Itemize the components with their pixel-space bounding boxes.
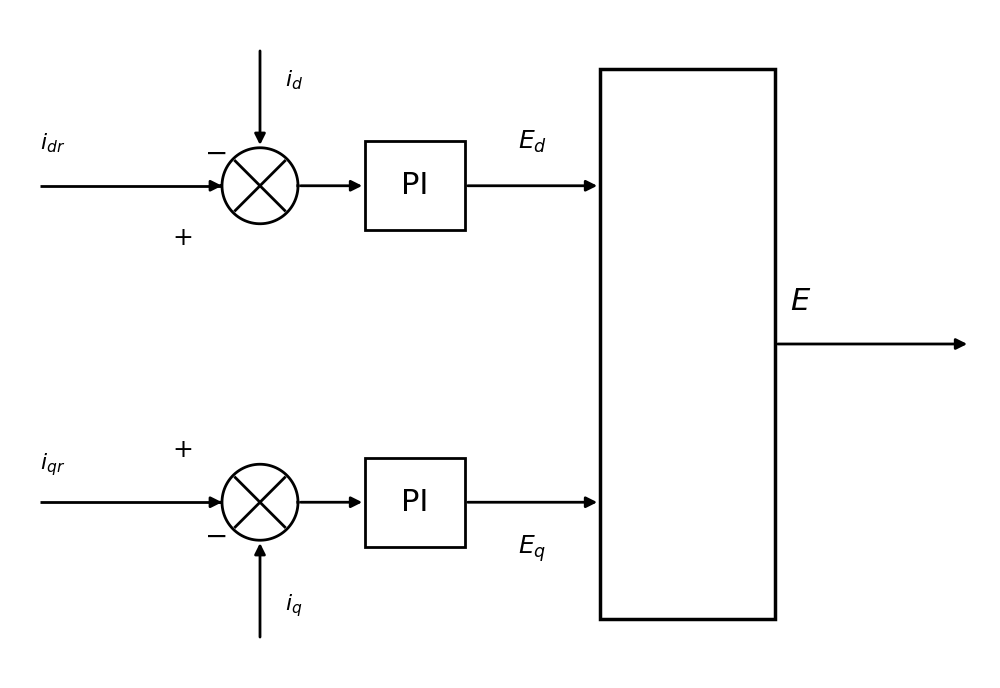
Text: PI: PI [401,488,429,517]
Bar [365,141,465,230]
Text: $abc$: $abc$ [665,415,710,438]
Text: $-$: $-$ [204,522,226,549]
Text: $i_{qr}$: $i_{qr}$ [40,451,65,478]
Bar [600,69,775,619]
Text: $-$: $-$ [204,139,226,166]
Text: $E_d$: $E_d$ [518,129,547,155]
Text: $+$: $+$ [172,226,192,250]
Text: $E$: $E$ [790,288,811,316]
Text: $E_q$: $E_q$ [518,533,547,564]
Text: $i_q$: $i_q$ [285,592,302,619]
Text: $i_{dr}$: $i_{dr}$ [40,131,65,155]
Text: $i_d$: $i_d$ [285,69,303,92]
Text: $+$: $+$ [172,438,192,462]
Bar [365,458,465,547]
Text: PI: PI [401,171,429,200]
Text: $dq$: $dq$ [672,248,703,275]
